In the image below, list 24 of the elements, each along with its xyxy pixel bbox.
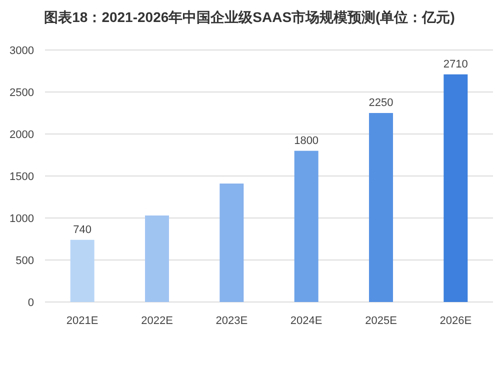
x-tick-label: 2022E [141,315,173,327]
y-tick-label: 2500 [10,87,34,99]
y-tick-label: 3000 [10,45,34,57]
data-label: 1800 [294,134,319,147]
bar [294,150,318,302]
data-label: 2250 [368,97,394,109]
y-tick-label: 1500 [10,171,34,183]
data-label: 740 [73,224,92,236]
x-tick-label: 2024E [290,315,322,327]
y-tick-label: 1000 [10,213,34,225]
bar [444,74,468,302]
y-tick-label: 0 [28,297,34,309]
bar [220,184,244,302]
y-tick-label: 2000 [10,129,34,141]
x-tick-label: 2023E [216,315,248,327]
data-label: 2710 [443,58,468,70]
bar [145,215,169,302]
x-tick-label: 2021E [66,315,98,327]
x-tick-label: 2026E [440,315,472,327]
chart-title: 图表18：2021-2026年中国企业级SAAS市场规模预测(单位：亿元) [44,9,455,25]
bar [369,113,393,302]
bar [70,240,94,302]
y-tick-label: 500 [16,255,34,267]
x-tick-label: 2025E [365,315,397,327]
